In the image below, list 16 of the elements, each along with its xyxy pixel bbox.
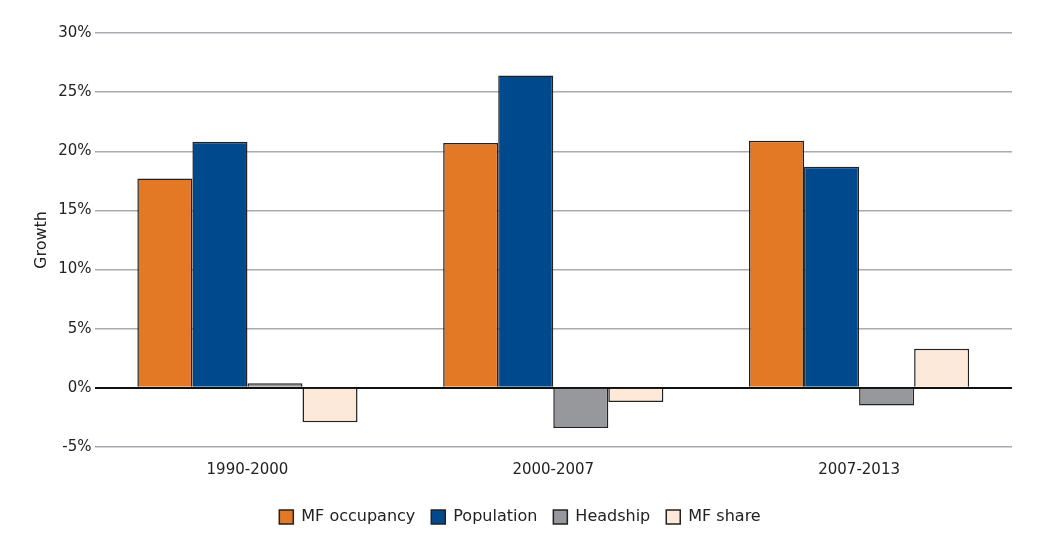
- y-tick-label: 25%: [58, 82, 92, 101]
- legend-label: MF occupancy: [301, 506, 416, 526]
- y-tick-label: 0%: [67, 377, 92, 396]
- y-tick-label: 5%: [67, 318, 92, 337]
- y-tick-label: 20%: [58, 141, 92, 160]
- y-tick-label: 10%: [58, 259, 92, 278]
- legend-label: Headship: [575, 506, 651, 526]
- legend-label: Population: [453, 506, 538, 526]
- x-tick-label: 2000-2007: [512, 459, 595, 478]
- y-tick-label: 15%: [58, 200, 92, 219]
- y-tick-label: 30%: [58, 22, 92, 41]
- x-tick-label: 2007-2013: [818, 459, 900, 478]
- y-axis-title: Growth: [30, 211, 50, 269]
- x-tick-label: 1990-2000: [206, 459, 289, 478]
- legend-label: MF share: [688, 506, 761, 526]
- y-tick-label: -5%: [62, 436, 92, 455]
